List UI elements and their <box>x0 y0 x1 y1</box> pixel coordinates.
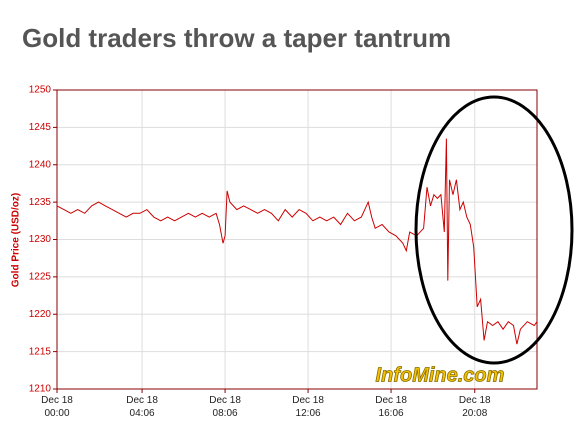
highlight-ellipse <box>414 95 574 365</box>
price-line <box>56 138 538 345</box>
y-tick-label: 1230 <box>29 234 52 245</box>
x-tick-label: Dec 18 08:06 <box>209 395 241 419</box>
y-tick-label: 1250 <box>29 85 52 96</box>
x-tick-label: Dec 18 12:06 <box>292 395 324 419</box>
x-tick-label: Dec 18 20:08 <box>458 395 491 419</box>
watermark: InfoMine.com <box>376 364 505 386</box>
plot-frame <box>56 89 538 390</box>
x-tick-label: Dec 18 16:06 <box>375 395 407 419</box>
y-axis-label: Gold Price (USD/oz) <box>11 193 22 287</box>
chart-title: Gold traders throw a taper tantrum <box>22 23 451 53</box>
x-tick-label: Dec 18 04:06 <box>126 395 158 419</box>
y-tick-label: 1215 <box>29 346 52 357</box>
y-tick-label: 1220 <box>29 309 52 320</box>
x-tick-label: Dec 18 00:00 <box>41 395 73 419</box>
y-tick-label: 1240 <box>29 159 52 170</box>
y-tick-label: 1245 <box>29 122 52 133</box>
y-tick-label: 1210 <box>29 384 52 395</box>
y-tick-label: 1225 <box>29 272 52 283</box>
y-tick-label: 1235 <box>29 197 52 208</box>
